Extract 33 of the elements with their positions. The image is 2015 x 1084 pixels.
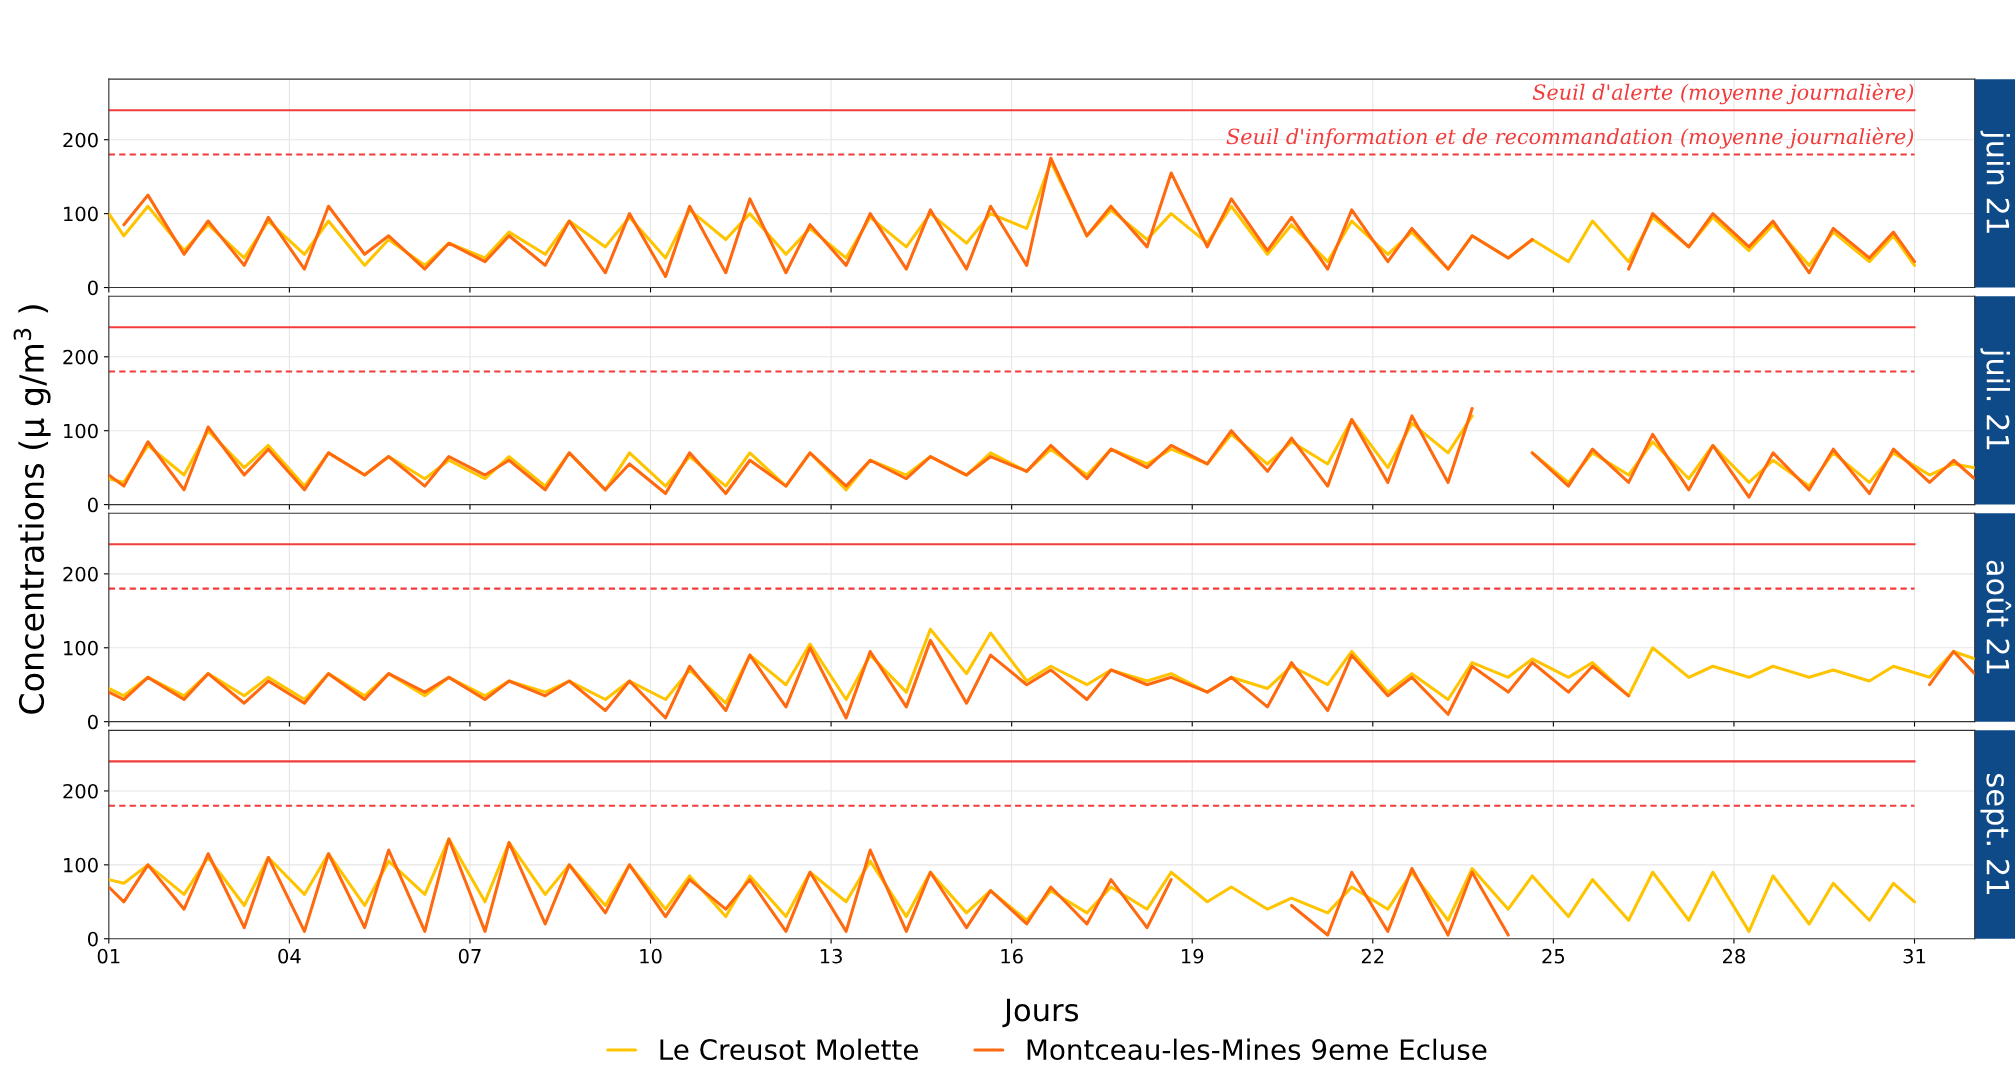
text: sept. 21 [1980,774,2010,894]
y-tick-label: 200 [63,349,98,365]
y-tick-label: 200 [63,783,98,799]
ref-line-label: Seuil d'information et de recommandation (moyenne journalière) [1226,127,1914,149]
x-tick-label: 16 [1001,948,1023,964]
y-tick-label: 0 [88,497,98,513]
x-tick-label: 19 [1181,948,1204,964]
x-axis-title: Jours [1002,998,1079,1028]
legend-label: Le Creusot Molette [660,1038,918,1061]
x-tick-label: 13 [820,948,842,964]
y-tick-label: 200 [63,132,98,148]
y-tick-label: 0 [88,714,98,730]
y-tick-label: 0 [88,280,98,296]
y-tick-label: 100 [64,857,98,873]
x-tick-label: 10 [640,948,662,964]
y-tick-label: 200 [63,566,98,582]
text: juil. 21 [1980,348,2011,450]
text: août 21 [1986,560,2012,674]
y-axis-title: Concentrations (µ g/m$^{3}$ ) [13,305,51,714]
x-tick-label: 01 [97,948,120,964]
ref-line-label: Seuil d'alerte (moyenne journalière) [1532,82,1914,105]
text: juin 21 [1980,130,2011,233]
x-tick-label: 22 [1361,948,1384,964]
x-tick-label: 28 [1722,948,1745,964]
y-tick-label: 100 [64,206,98,222]
y-tick-label: 100 [64,423,98,439]
y-tick-label: 0 [88,931,98,947]
y-tick-label: 100 [64,640,98,656]
x-tick-label: 04 [278,948,301,964]
x-tick-label: 25 [1542,948,1565,964]
x-tick-label: 07 [458,948,481,964]
x-tick-label: 31 [1903,948,1926,964]
legend-label: Montceau-les-Mines 9eme Ecluse [1027,1038,1487,1061]
